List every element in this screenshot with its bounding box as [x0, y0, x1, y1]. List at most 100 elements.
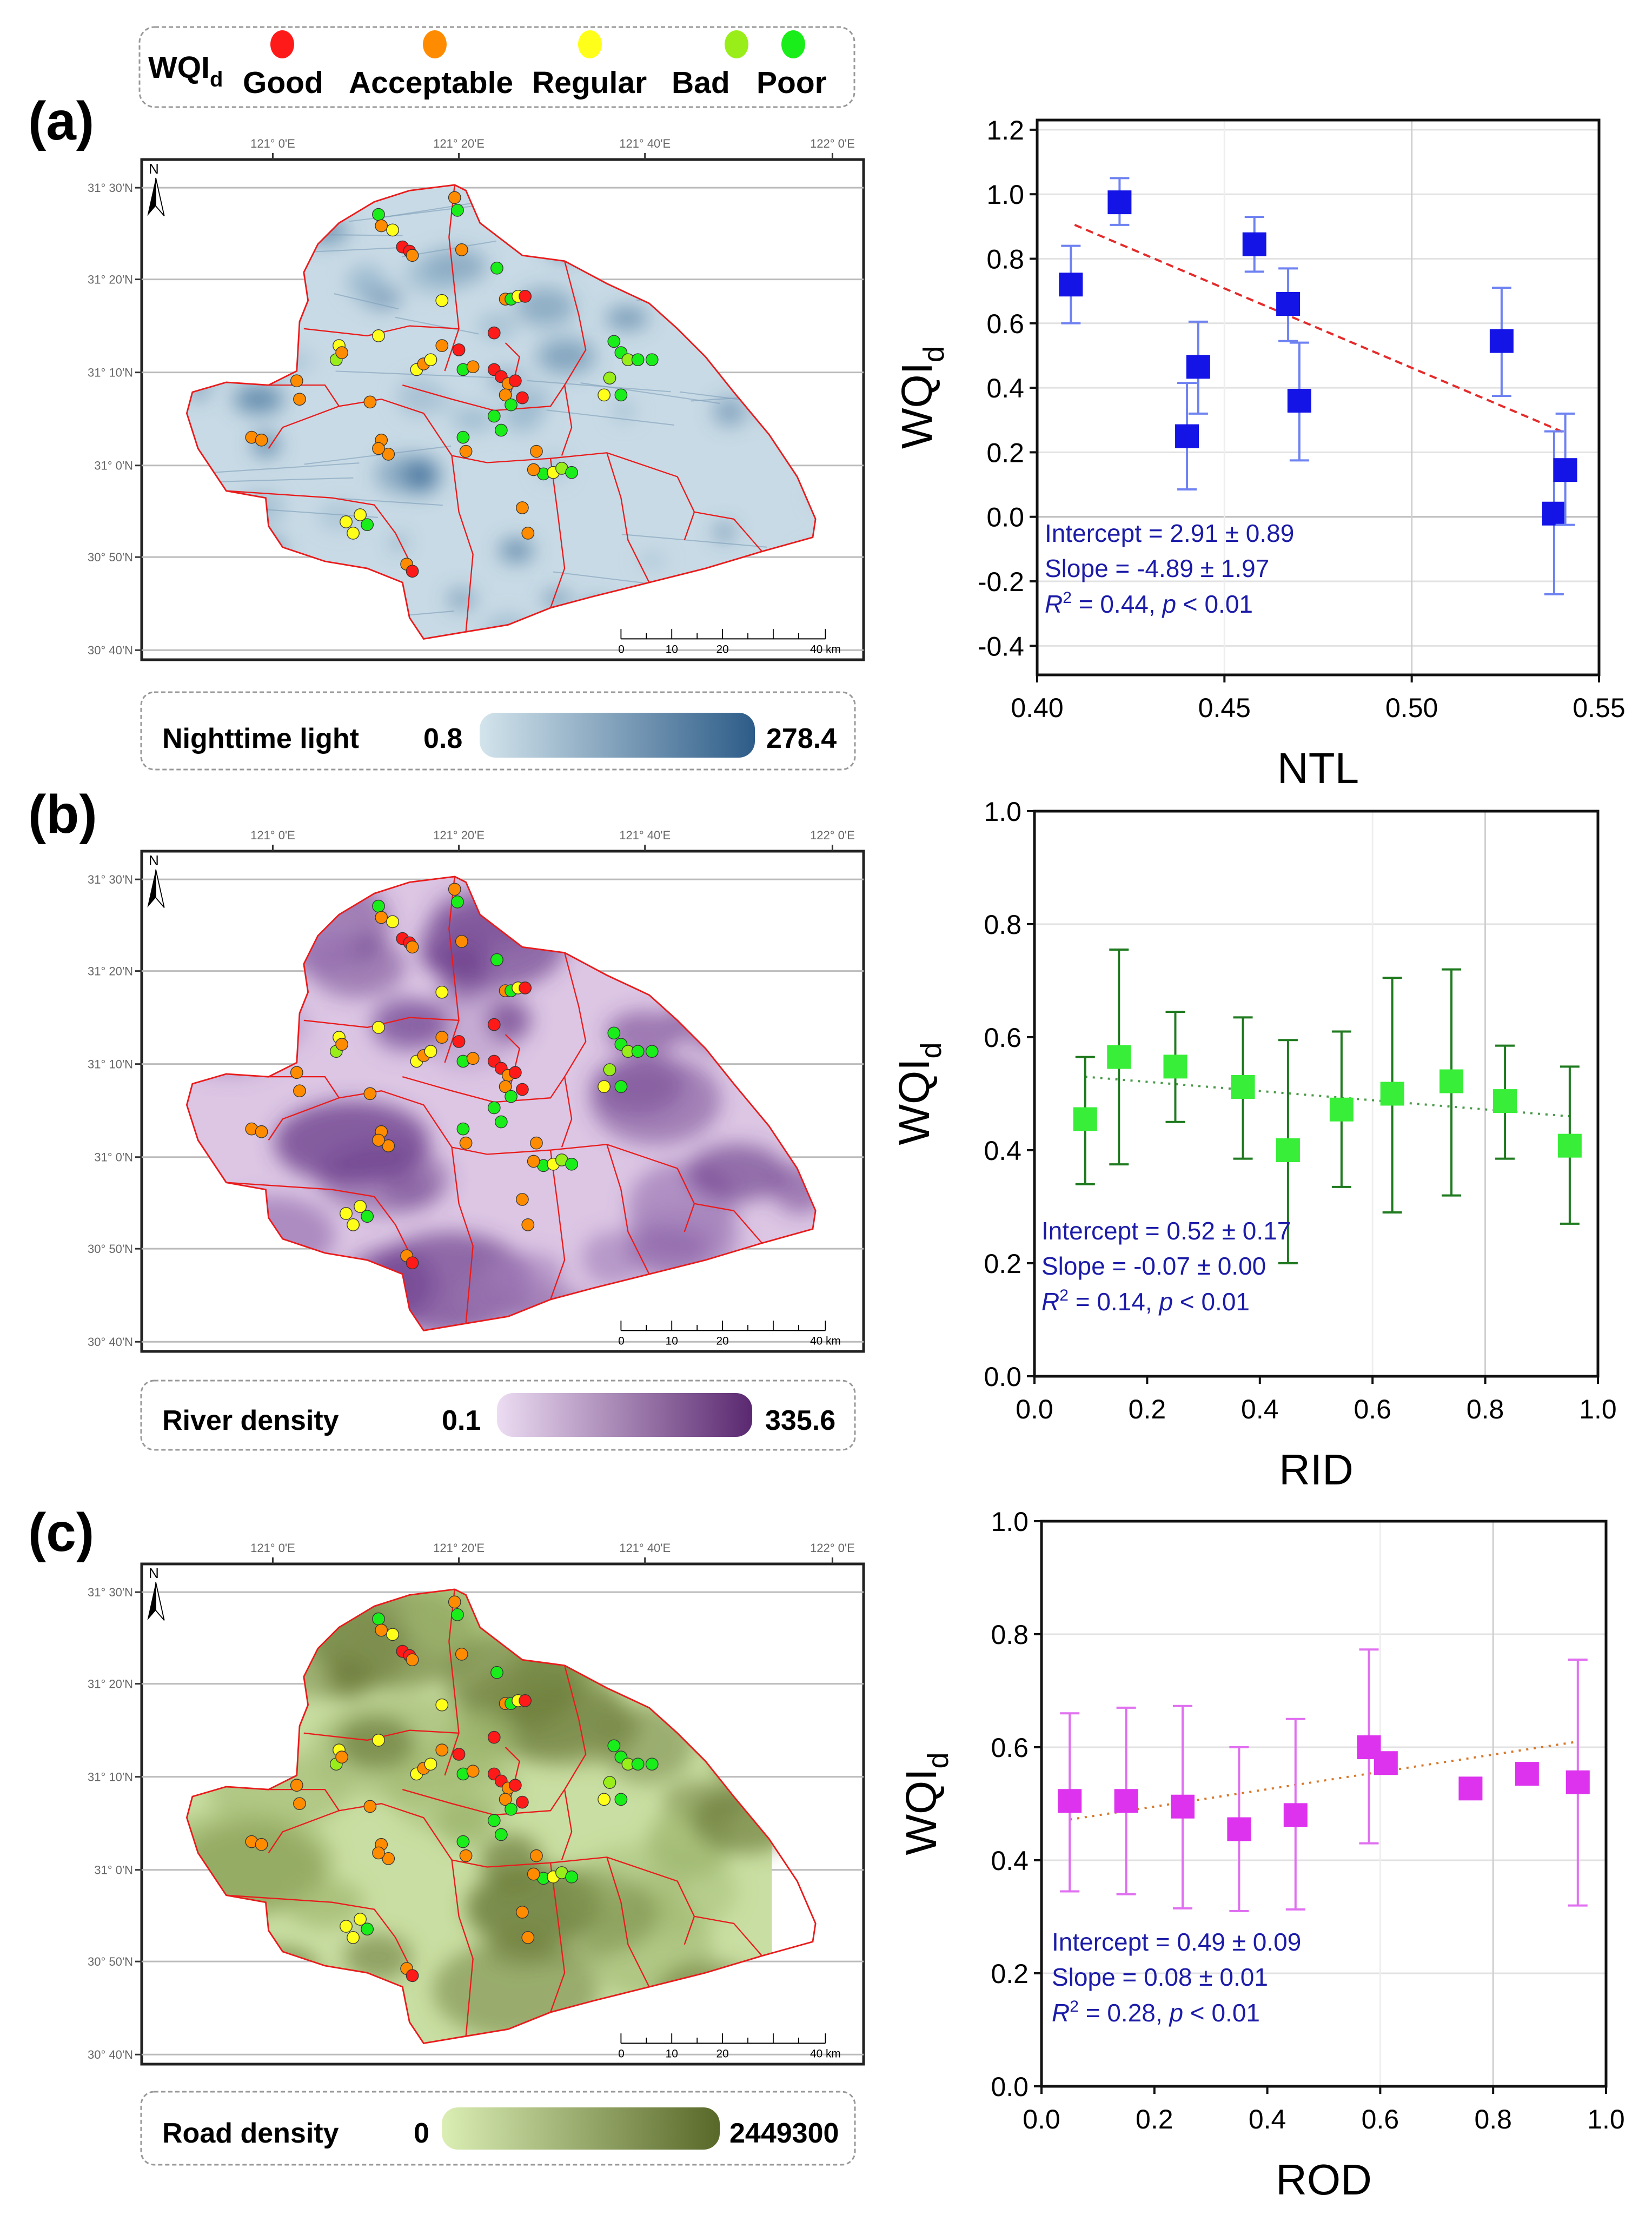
sampling-site-poor	[645, 1045, 659, 1058]
data-marker	[1283, 1803, 1308, 1827]
data-marker	[1565, 1770, 1590, 1794]
sampling-site-poor	[631, 353, 645, 367]
lat-label: 31° 0'N	[94, 459, 133, 473]
district-boundary	[402, 261, 587, 412]
district-boundary	[561, 1789, 573, 1860]
annotation-slope: Slope = 0.08 ± 0.01	[1052, 1963, 1268, 1991]
data-marker	[1231, 1075, 1255, 1099]
lat-label: 31° 20'N	[88, 1677, 133, 1691]
y-tick-label: 0.0	[984, 1362, 1021, 1392]
lat-label: 31° 10'N	[88, 1058, 133, 1071]
y-tick-label: 0.2	[986, 437, 1024, 468]
x-tick-label: 0.4	[1241, 1394, 1279, 1424]
district-boundary	[606, 452, 650, 583]
sampling-site-acceptable	[516, 501, 529, 514]
sampling-site-regular	[435, 985, 449, 999]
sampling-site-bad	[603, 372, 616, 384]
lat-label: 31° 20'N	[88, 965, 133, 978]
sampling-site-acceptable	[363, 395, 377, 409]
x-axis-title: RID	[1279, 1445, 1354, 1494]
sampling-site-poor	[490, 261, 503, 275]
x-tick-label: 0.45	[1198, 693, 1251, 723]
sampling-site-poor	[372, 208, 385, 221]
colorbar-gradient	[497, 1393, 752, 1437]
sampling-site-bad	[603, 1063, 616, 1076]
data-point	[1242, 215, 1266, 273]
sampling-site-good	[487, 1730, 501, 1744]
x-axis-title: ROD	[1276, 2156, 1372, 2204]
sampling-site-good	[452, 343, 466, 356]
lon-label: 121° 0'E	[250, 1541, 295, 1555]
data-marker	[1059, 273, 1083, 297]
data-point	[1231, 1016, 1255, 1160]
sampling-site-poor	[361, 1922, 374, 1936]
sampling-site-regular	[424, 1045, 437, 1058]
x-tick-label: 0.2	[1129, 1394, 1166, 1424]
sampling-site-poor	[607, 335, 621, 348]
raster-patch	[478, 314, 516, 339]
y-axis-title: WQId	[897, 1752, 954, 1855]
y-tick-label: 0.0	[991, 2072, 1029, 2102]
lon-label: 121° 40'E	[619, 828, 671, 842]
data-point	[1163, 1010, 1187, 1123]
data-marker	[1374, 1751, 1398, 1775]
y-axis-title-sub: d	[922, 1752, 954, 1768]
sampling-site-acceptable	[516, 1906, 529, 1919]
raster-patch	[318, 1143, 450, 1215]
sampling-site-regular	[424, 353, 437, 367]
sampling-site-good	[519, 982, 532, 994]
panel-label-b: (b)	[28, 784, 97, 845]
x-tick-label: 0.6	[1362, 2104, 1399, 2134]
r2-superscript: 2	[1059, 1287, 1069, 1304]
sampling-site-poor	[456, 1835, 470, 1848]
map-b: 31° 30'N 31° 20'N 31° 10'N 31° 0'N 30° 50'N 3…	[88, 828, 865, 1353]
colorbar-title: River density	[162, 1405, 339, 1436]
sampling-site-poor	[494, 423, 508, 437]
raster-patch	[606, 307, 648, 329]
sampling-site-acceptable	[255, 1125, 268, 1138]
x-tick-label: 1.0	[1587, 2104, 1625, 2134]
data-marker	[1276, 292, 1301, 316]
district-boundary	[694, 1203, 762, 1244]
lat-label: 30° 50'N	[88, 551, 133, 564]
sampling-site-poor	[490, 953, 503, 966]
sampling-site-acceptable	[448, 883, 461, 896]
sampling-site-good	[508, 1779, 522, 1792]
scale-label: 40 km	[810, 2047, 841, 2060]
raster-patch	[286, 1879, 364, 1928]
sampling-site-acceptable	[466, 360, 480, 374]
sampling-site-poor	[614, 388, 628, 402]
x-tick-label: 0.0	[1023, 2104, 1060, 2134]
sampling-site-regular	[347, 1218, 360, 1231]
data-point	[1186, 320, 1210, 415]
sampling-site-good	[452, 1035, 466, 1048]
sampling-site-acceptable	[372, 442, 385, 455]
legend-label-poor: Poor	[757, 65, 827, 100]
sampling-site-acceptable	[382, 1852, 395, 1865]
road-trace	[527, 380, 671, 393]
data-marker	[1557, 1133, 1582, 1158]
sampling-site-poor	[451, 895, 464, 909]
x-tick-label: 0.40	[1011, 693, 1063, 723]
sampling-site-regular	[598, 1793, 611, 1806]
sampling-site-poor	[456, 1122, 470, 1136]
y-tick-label: 1.0	[984, 797, 1021, 827]
data-point	[1374, 1751, 1398, 1775]
sampling-site-regular	[386, 223, 399, 237]
colorbar-a: Nighttime light 0.8 278.4	[140, 691, 856, 771]
sampling-site-acceptable	[290, 374, 303, 388]
y-tick-label: 0.8	[991, 1620, 1029, 1650]
sampling-site-poor	[487, 1814, 501, 1827]
sampling-site-acceptable	[290, 1066, 303, 1079]
district-boundary	[226, 1894, 410, 1966]
r2-superscript: 2	[1063, 589, 1072, 607]
sampling-site-acceptable	[459, 1136, 473, 1150]
y-tick-label: 0.4	[991, 1846, 1029, 1876]
lat-label: 30° 50'N	[88, 1242, 133, 1256]
annotation-r2: R2 = 0.44, p < 0.01	[1045, 589, 1253, 618]
sampling-site-acceptable	[375, 1623, 388, 1637]
lat-label: 31° 20'N	[88, 273, 133, 287]
sampling-site-poor	[505, 398, 518, 412]
raster-patch	[612, 402, 635, 420]
sampling-site-acceptable	[521, 1218, 535, 1231]
